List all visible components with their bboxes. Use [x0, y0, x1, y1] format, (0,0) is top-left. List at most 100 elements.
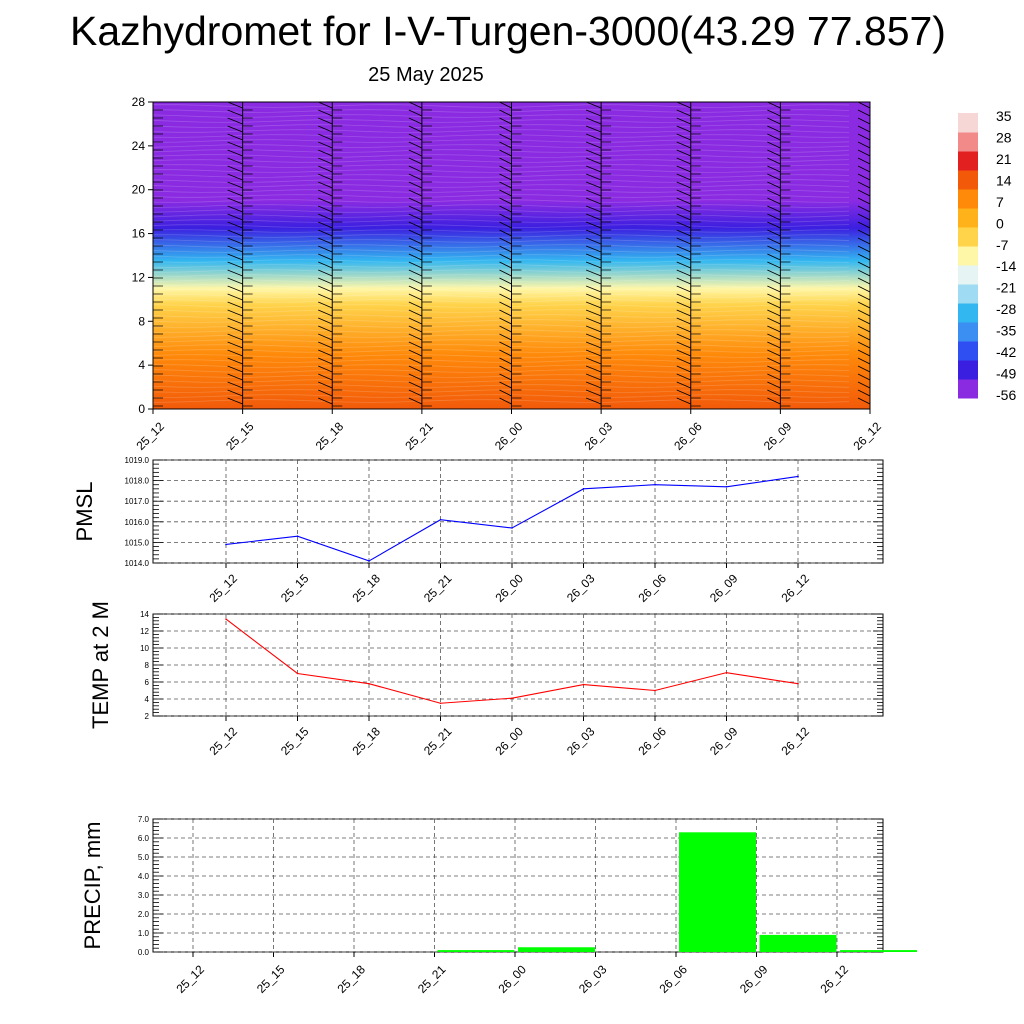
barb-flag [857, 365, 870, 373]
colorbar: 35 28 21 14 7 0 -7 -14 -21 -28 -35 -42 -49 -56 [958, 108, 1016, 403]
barb-flag [676, 213, 691, 221]
colorbar-label: 35 [996, 108, 1012, 124]
x-tick-label: 25_15 [278, 724, 312, 758]
barb-flag [318, 245, 333, 253]
barb-flag [767, 213, 781, 221]
colorbar-label: -42 [996, 344, 1016, 360]
barb-flag [318, 117, 333, 125]
barb-flag [408, 357, 423, 365]
barb-flag [408, 373, 423, 381]
precip-bar-26_00 [518, 947, 595, 952]
barb-flag [499, 149, 512, 157]
barb-flag [585, 309, 602, 317]
x-tick-label: 25_21 [402, 419, 436, 453]
barb-flag [767, 253, 781, 261]
barb-flag [857, 325, 870, 333]
barb-flag [857, 213, 870, 221]
barb-flag [408, 102, 423, 109]
barb-flag [676, 325, 691, 333]
barb-flag [408, 165, 423, 173]
contour-line [153, 219, 850, 223]
y-tick-label: 6 [145, 678, 150, 687]
barb-flag [408, 261, 423, 269]
barb-flag [499, 237, 512, 245]
barb-flag [857, 357, 870, 365]
barb-flag [227, 261, 243, 269]
barb-flag [408, 349, 423, 357]
barb-flag [857, 397, 870, 405]
barb-flag [767, 173, 781, 181]
barb-flag [408, 197, 423, 205]
x-tick-label: 26_00 [492, 724, 526, 758]
contour-line [153, 234, 850, 238]
series-point [439, 518, 442, 521]
barb-flag [585, 285, 602, 293]
barb-flag [318, 165, 333, 173]
series-point [582, 488, 585, 490]
y-tick-label: 1015.0 [125, 538, 150, 547]
contour-line [153, 229, 850, 233]
barb-flag [408, 229, 423, 237]
contour-line [153, 309, 850, 313]
barb-flag [153, 171, 154, 172]
y-tick-label: 14 [140, 610, 149, 619]
barb-flag [585, 221, 602, 229]
barb-flag [767, 397, 781, 405]
barb-flag [227, 317, 243, 325]
x-tick-label: 25_12 [206, 571, 240, 605]
contour-line [153, 259, 850, 263]
barb-flag [318, 333, 333, 341]
barb-flag [499, 229, 512, 237]
barb-flag [585, 157, 602, 165]
barb-flag [585, 293, 602, 301]
contour-line [153, 114, 850, 118]
colorbar-swatch [958, 341, 978, 361]
barb-flag [227, 197, 243, 205]
barb-flag [318, 309, 333, 317]
contour-line [153, 264, 850, 268]
colorbar-swatch [958, 170, 978, 190]
barb-flag [227, 349, 243, 357]
barb-flag [857, 109, 870, 117]
barb-flag [585, 253, 602, 261]
contour-line [153, 159, 850, 163]
contour-line [153, 344, 850, 348]
barb-flag [408, 301, 423, 309]
barb-flag [499, 397, 512, 405]
barb-flag [767, 373, 781, 381]
barb-flag [585, 149, 602, 157]
barb-flag [585, 213, 602, 221]
barb-flag [857, 237, 870, 245]
barb-flag [676, 125, 691, 133]
barb-flag [585, 277, 602, 285]
barb-flag [585, 173, 602, 181]
barb-flag [676, 229, 691, 237]
y-tick-label: 28 [132, 95, 146, 109]
barb-flag [499, 197, 512, 205]
barb-flag [499, 173, 512, 181]
barb-flag [767, 333, 781, 341]
barb-flag [318, 293, 333, 301]
barb-flag [318, 325, 333, 333]
barb-flag [767, 109, 781, 117]
barb-flag [499, 301, 512, 309]
barb-flag [227, 365, 243, 373]
contour-line [153, 254, 850, 258]
barb-flag [499, 269, 512, 277]
barb-flag [676, 173, 691, 181]
barb-flag [227, 293, 243, 301]
colorbar-swatch [958, 132, 978, 152]
y-tick-label: 3.0 [138, 891, 150, 900]
colorbar-swatch [958, 265, 978, 285]
barb-flag [153, 347, 154, 348]
x-tick-label: 26_12 [778, 571, 812, 605]
x-tick-label: 26_00 [492, 571, 526, 605]
colorbar-label: -14 [996, 258, 1016, 274]
contour-line [153, 374, 850, 378]
barb-flag [408, 317, 423, 325]
y-tick-label: 24 [132, 139, 146, 153]
barb-flag [585, 189, 602, 197]
barb-flag [585, 269, 602, 277]
x-tick-label: 26_03 [582, 419, 616, 453]
barb-flag [318, 357, 333, 365]
